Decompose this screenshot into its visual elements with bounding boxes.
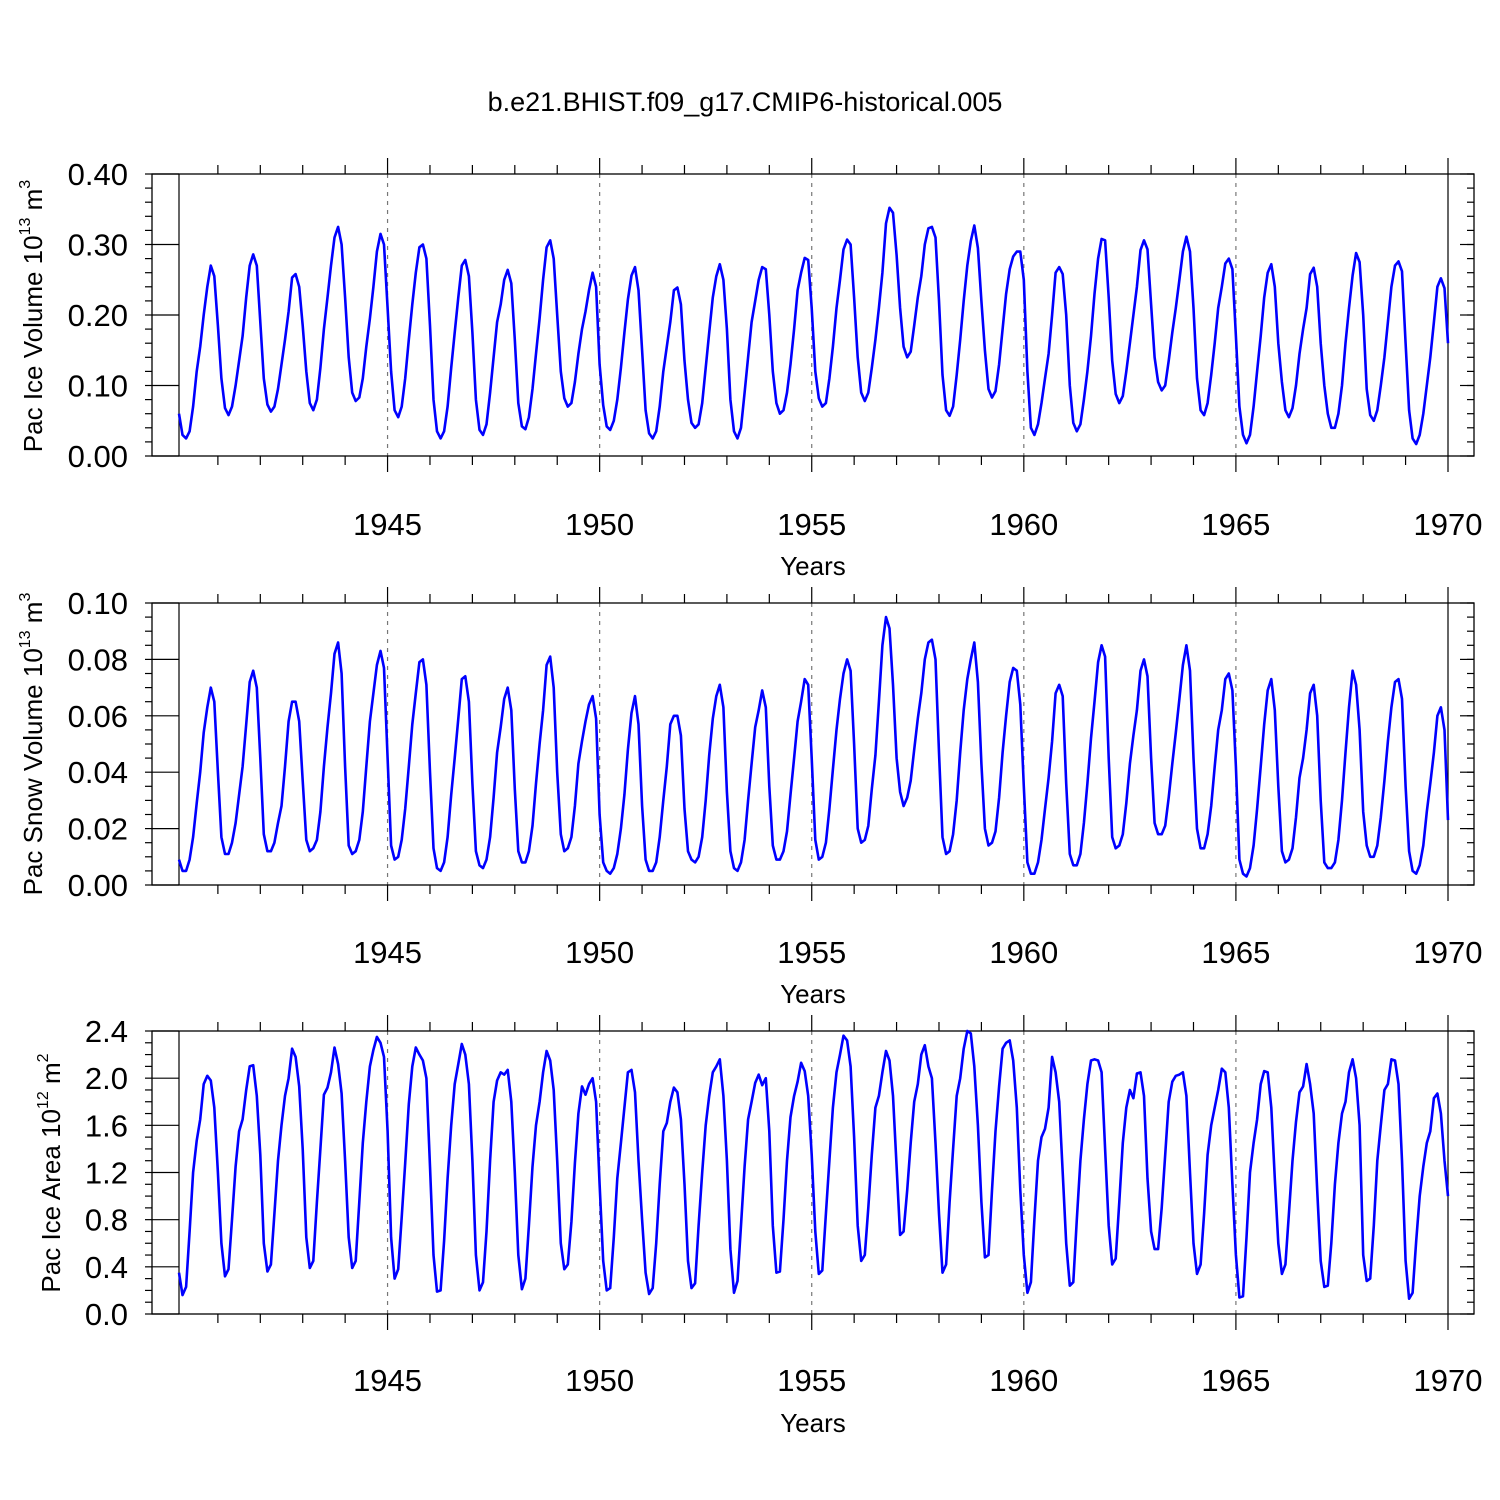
x-tick-label: 1955 [777, 935, 846, 970]
x-tick-label: 1945 [353, 1363, 422, 1398]
y-tick-label: 0.20 [68, 298, 128, 333]
x-tick-label: 1950 [565, 507, 634, 542]
y-tick-label: 1.6 [85, 1108, 128, 1143]
y-tick-label: 0.8 [85, 1203, 128, 1238]
panel-ice-area: Pac Ice Area 1012 m2 Years 1945 1950 1955 1… [35, 1014, 1482, 1438]
x-tick-label: 1970 [1414, 507, 1483, 542]
x-tick-label: 1965 [1201, 935, 1270, 970]
x-tick-label: 1960 [989, 1363, 1058, 1398]
series-line-ice-volume [177, 206, 1450, 446]
y-axis-label-unit: m [18, 189, 48, 218]
y-tick-label: 2.4 [85, 1014, 128, 1049]
svg-text:Pac Snow Volume 1013 m3: Pac Snow Volume 1013 m3 [17, 593, 48, 896]
x-tick-label: 1950 [565, 935, 634, 970]
y-tick-label: 0.06 [68, 699, 128, 734]
x-tick-label: 1955 [777, 507, 846, 542]
y-tick-label: 1.2 [85, 1156, 128, 1191]
x-axis-label: Years [780, 1408, 846, 1438]
y-axis-label-unit-exponent: 3 [17, 593, 34, 602]
y-axis-label: Pac Ice Volume 1013 m3 [17, 180, 48, 453]
y-axis-label-prefix: Pac Ice Volume 10 [18, 235, 48, 452]
y-axis-label-unit: m [36, 1062, 66, 1091]
panel-ice-volume: Pac Ice Volume 1013 m3 Years 1945 1950 195… [17, 157, 1482, 581]
y-axis-label-exponent: 13 [17, 217, 34, 235]
y-axis-label-prefix: Pac Ice Area 10 [36, 1109, 66, 1293]
y-axis-label-exponent: 12 [35, 1091, 52, 1109]
x-tick-label: 1970 [1414, 935, 1483, 970]
y-axis-label-unit-exponent: 2 [35, 1053, 52, 1062]
x-tick-label: 1960 [989, 507, 1058, 542]
svg-text:Pac Ice Area 1012 m2: Pac Ice Area 1012 m2 [35, 1053, 66, 1292]
y-tick-label: 0.08 [68, 642, 128, 677]
y-tick-label: 0.30 [68, 228, 128, 263]
y-axis-label-prefix: Pac Snow Volume 10 [18, 648, 48, 895]
svg-text:Pac Ice Volume 1013 m3: Pac Ice Volume 1013 m3 [17, 180, 48, 453]
x-tick-label: 1945 [353, 935, 422, 970]
y-tick-label: 0.04 [68, 755, 128, 790]
x-axis-label: Years [780, 551, 846, 581]
y-tick-label: 2.0 [85, 1061, 128, 1096]
x-tick-label: 1965 [1201, 1363, 1270, 1398]
y-tick-label: 0.10 [68, 369, 128, 404]
y-tick-label: 0.00 [68, 439, 128, 474]
x-tick-label: 1945 [353, 507, 422, 542]
y-tick-label: 0.0 [85, 1297, 128, 1332]
y-axis-label-unit: m [18, 602, 48, 631]
x-tick-label: 1955 [777, 1363, 846, 1398]
x-tick-label: 1965 [1201, 507, 1270, 542]
y-axis-label: Pac Snow Volume 1013 m3 [17, 593, 48, 896]
y-tick-label: 0.02 [68, 812, 128, 847]
x-tick-label: 1970 [1414, 1363, 1483, 1398]
series-line-snow-volume [177, 615, 1450, 878]
y-tick-label: 0.40 [68, 157, 128, 192]
series-line-ice-area [177, 1029, 1450, 1300]
y-tick-label: 0.4 [85, 1250, 128, 1285]
x-axis-label: Years [780, 979, 846, 1009]
x-tick-label: 1950 [565, 1363, 634, 1398]
x-tick-label: 1960 [989, 935, 1058, 970]
figure-title: b.e21.BHIST.f09_g17.CMIP6-historical.005 [488, 87, 1003, 117]
y-axis-label-unit-exponent: 3 [17, 180, 34, 189]
y-tick-label: 0.00 [68, 868, 128, 903]
y-axis-label-exponent: 13 [17, 630, 34, 648]
panel-snow-volume: Pac Snow Volume 1013 m3 Years 1945 1950 19… [17, 586, 1482, 1009]
y-axis-label: Pac Ice Area 1012 m2 [35, 1053, 66, 1292]
y-tick-label: 0.10 [68, 586, 128, 621]
